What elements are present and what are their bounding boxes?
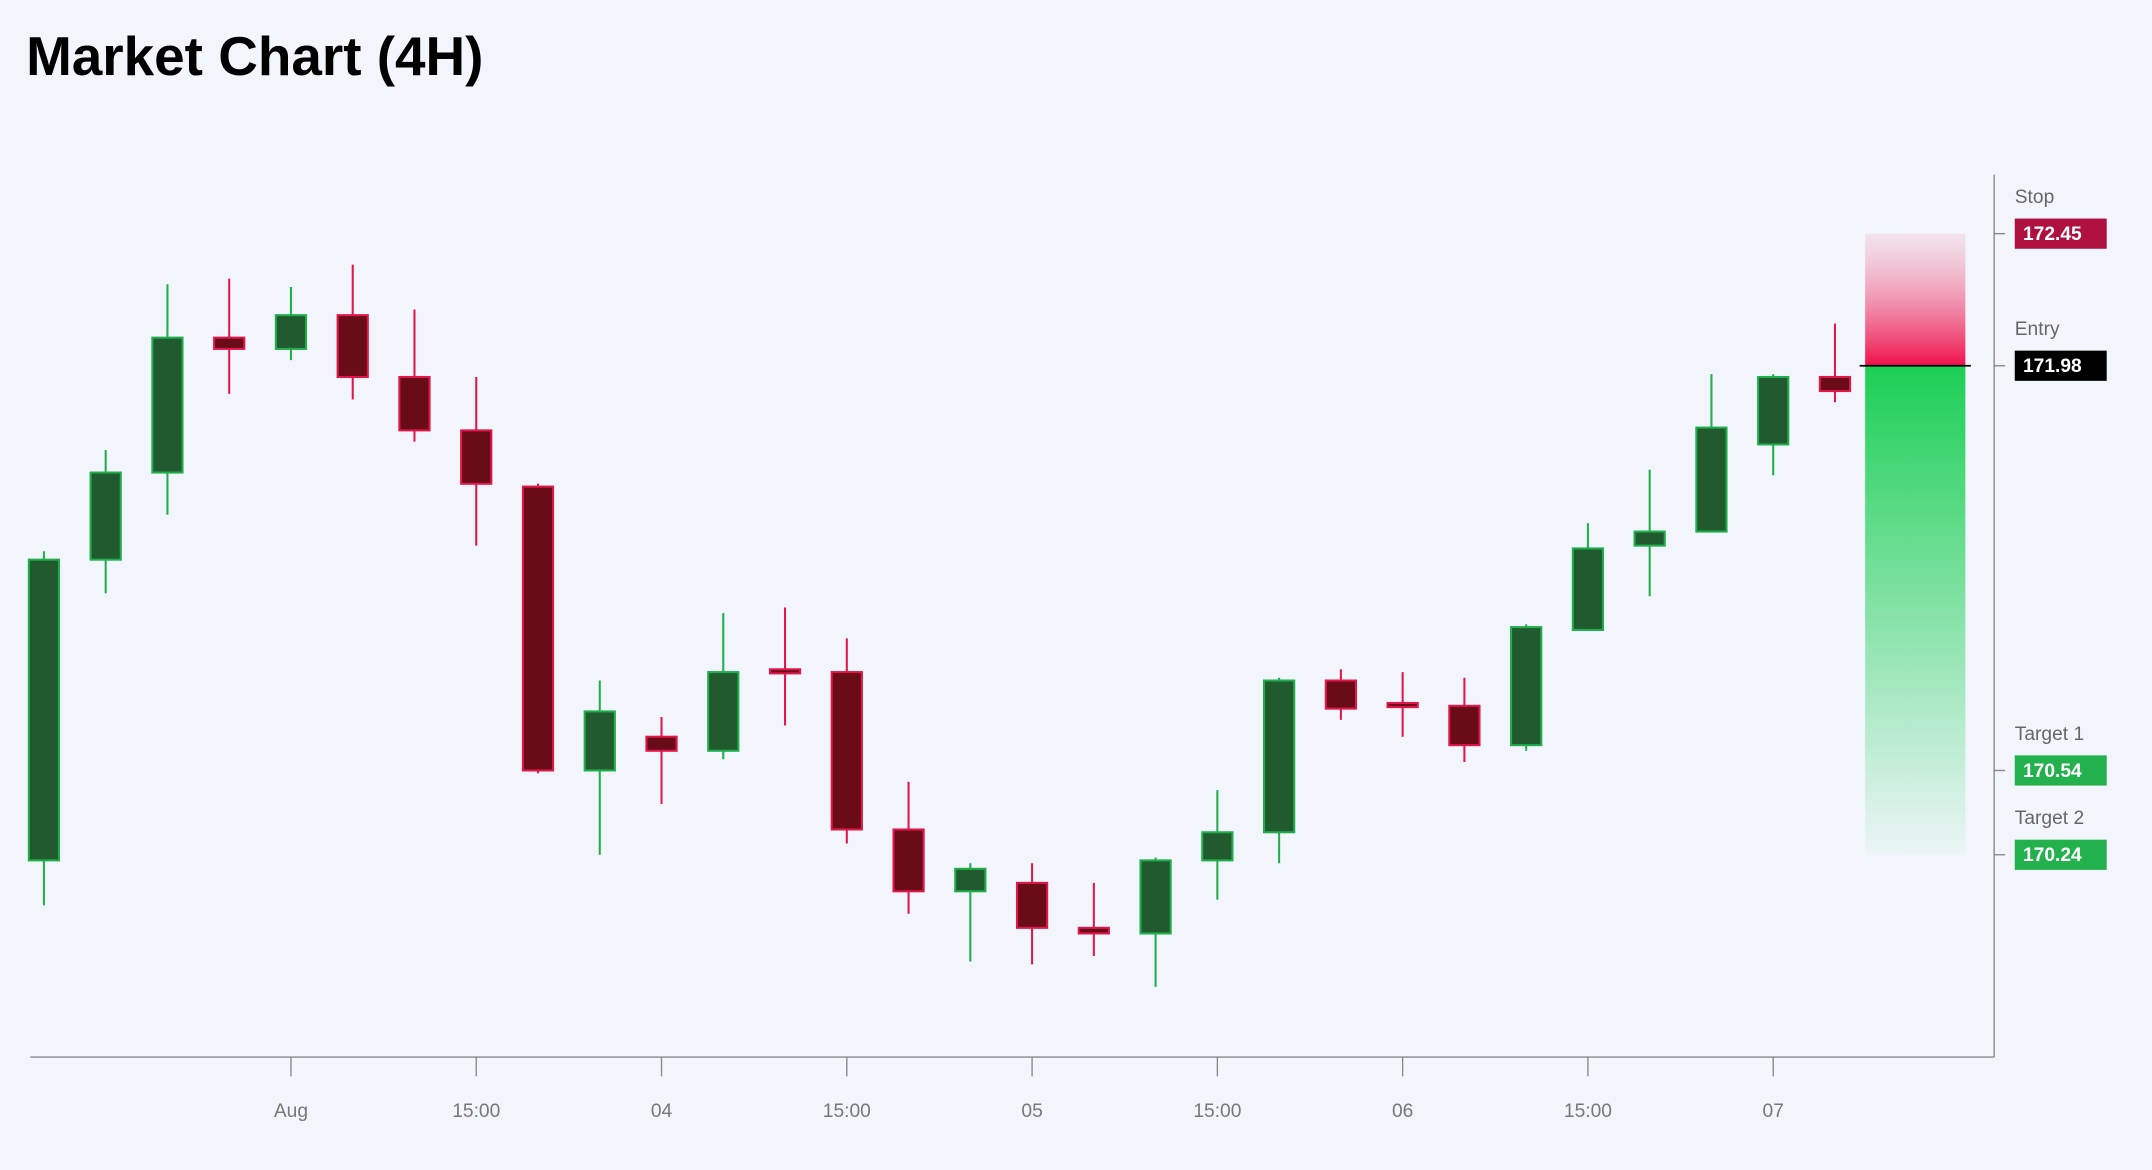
candle-body bbox=[707, 671, 740, 752]
level-value: 171.98 bbox=[2023, 356, 2082, 377]
candle-body bbox=[645, 735, 678, 752]
candle-body bbox=[89, 471, 122, 561]
candle-body bbox=[1818, 375, 1852, 393]
candle-body bbox=[583, 710, 616, 772]
candle-body bbox=[1695, 426, 1728, 533]
target-zone bbox=[1865, 365, 1966, 855]
level-badge bbox=[2014, 839, 2107, 870]
level-name: Target 1 bbox=[2015, 724, 2084, 745]
level-value: 172.45 bbox=[2023, 224, 2082, 245]
level-value: 170.24 bbox=[2023, 845, 2082, 866]
candle-body bbox=[954, 867, 987, 893]
candle-body bbox=[768, 668, 802, 675]
candle-body bbox=[1077, 926, 1110, 935]
candle-body bbox=[1510, 626, 1543, 747]
candle-body bbox=[1757, 375, 1790, 446]
candle-body bbox=[151, 336, 184, 474]
level-badge bbox=[2014, 350, 2107, 381]
level-badge bbox=[2014, 755, 2107, 786]
candle-body bbox=[1448, 704, 1481, 747]
candle-body bbox=[1201, 831, 1234, 862]
level-badge bbox=[2014, 218, 2107, 249]
level-name: Target 2 bbox=[2015, 808, 2084, 829]
candle-body bbox=[892, 828, 925, 893]
candle-body bbox=[1324, 679, 1358, 710]
candle-body bbox=[398, 375, 431, 432]
x-tick-label: 06 bbox=[1392, 1101, 1413, 1122]
x-tick-label: 05 bbox=[1021, 1101, 1042, 1122]
candle-body bbox=[274, 314, 308, 350]
x-tick-label: 15:00 bbox=[452, 1101, 500, 1122]
candle-body bbox=[1015, 881, 1049, 929]
x-tick-label: Aug bbox=[274, 1101, 308, 1122]
candle-body bbox=[1262, 679, 1296, 834]
candle-body bbox=[1633, 530, 1666, 547]
candle-body bbox=[460, 429, 493, 485]
candle-body bbox=[830, 671, 863, 831]
candle-body bbox=[213, 336, 246, 350]
x-tick-label: 15:00 bbox=[823, 1101, 871, 1122]
candle-body bbox=[27, 558, 61, 862]
x-tick-label: 15:00 bbox=[1564, 1101, 1612, 1122]
x-tick-label: 04 bbox=[651, 1101, 673, 1122]
level-name: Entry bbox=[2015, 319, 2060, 340]
candle-body bbox=[1386, 701, 1419, 709]
candle-body bbox=[1571, 547, 1605, 631]
candle-body bbox=[1139, 859, 1172, 935]
chart-title: Market Chart (4H) bbox=[26, 25, 483, 87]
x-tick-label: 07 bbox=[1763, 1101, 1784, 1122]
stop-zone bbox=[1865, 233, 1966, 366]
x-tick-label: 15:00 bbox=[1193, 1101, 1241, 1122]
candle-body bbox=[521, 485, 555, 772]
level-name: Stop bbox=[2015, 187, 2055, 208]
candle-body bbox=[336, 314, 369, 379]
level-value: 170.54 bbox=[2023, 761, 2082, 782]
